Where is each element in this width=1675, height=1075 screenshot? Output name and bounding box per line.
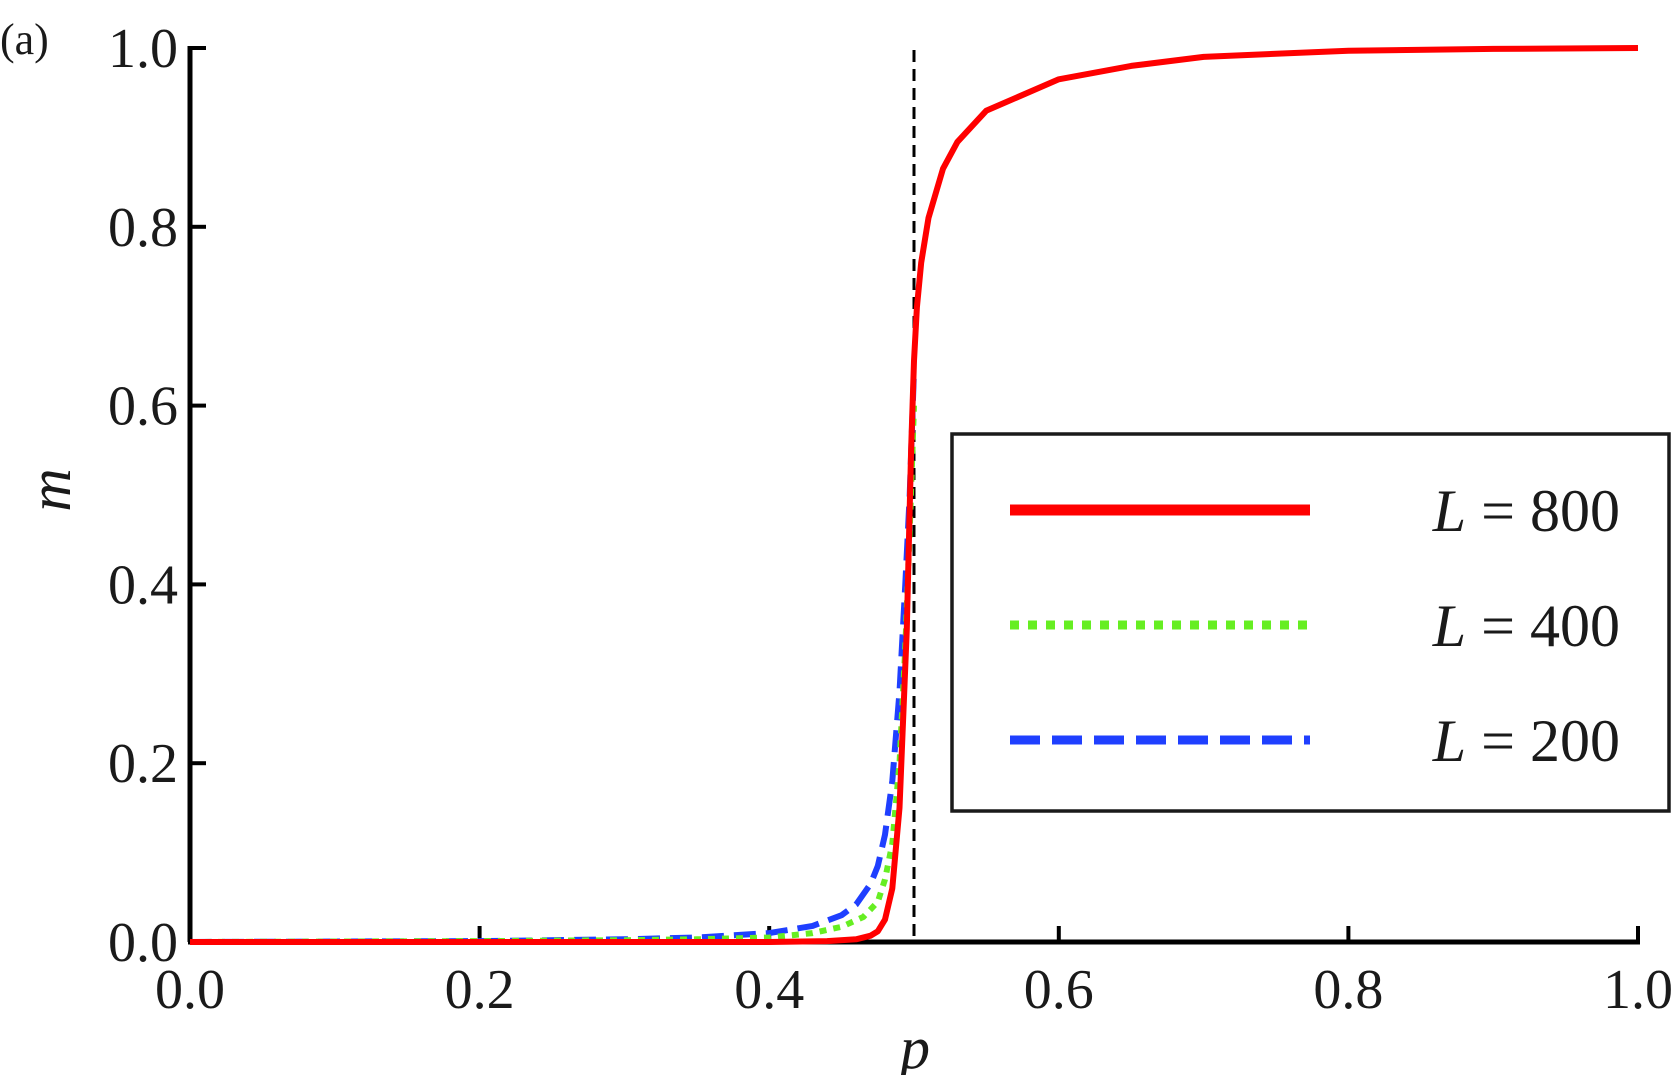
- legend: L = 800 L = 400 L = 200: [950, 432, 1671, 813]
- x-tick-label: 0.4: [734, 959, 804, 1021]
- x-tick-label: 0.8: [1313, 959, 1383, 1021]
- legend-label-L400: L = 400: [1432, 593, 1620, 659]
- x-tick-label: 0.0: [155, 959, 225, 1021]
- x-tick-label: 0.6: [1024, 959, 1094, 1021]
- y-tick-label: 0.6: [108, 376, 178, 438]
- x-tick-label: 1.0: [1603, 959, 1673, 1021]
- y-tick-label: 1.0: [108, 18, 178, 80]
- panel-label: (a): [0, 15, 49, 64]
- y-tick-label: 0.2: [108, 733, 178, 795]
- series-line-L200: [189, 369, 917, 945]
- y-tick-label: 0.0: [108, 912, 178, 974]
- legend-label-L200: L = 200: [1432, 708, 1620, 774]
- plot-area: 0.0 0.2 0.4 0.6 0.8 1.0 0.0 0.2 0.4 0.6 0.8 1.0: [108, 18, 1673, 1021]
- series-line-L800: [190, 45, 1639, 945]
- x-axis-label: p: [896, 1015, 930, 1075]
- series-line-L400: [189, 405, 917, 945]
- y-tick-label: 0.8: [108, 197, 178, 259]
- legend-label-L800: L = 800: [1432, 478, 1620, 544]
- x-tick-label: 0.2: [445, 959, 515, 1021]
- series-layer: [189, 45, 1639, 945]
- y-tick-label: 0.4: [108, 554, 178, 616]
- tick-labels: 0.0 0.2 0.4 0.6 0.8 1.0 0.0 0.2 0.4 0.6 0.8 1.0: [108, 18, 1673, 1021]
- y-axis-label: m: [17, 468, 83, 511]
